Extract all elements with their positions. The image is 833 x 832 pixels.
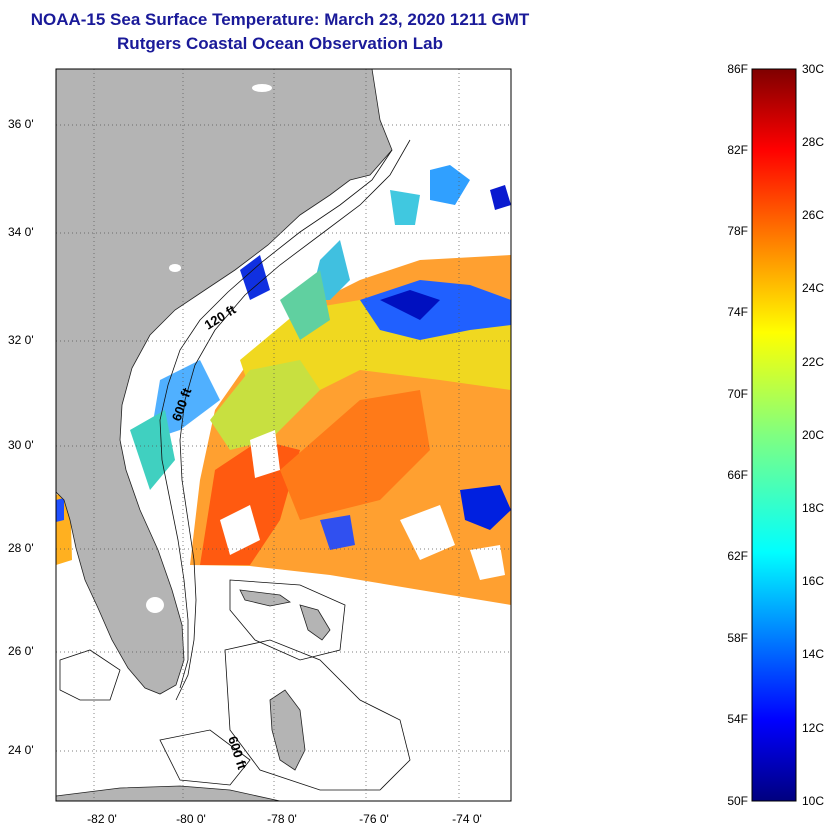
sst-swath — [56, 165, 511, 605]
colorbar-label-c: 14C — [802, 647, 825, 661]
lat-label: 26 0' — [8, 644, 34, 658]
isobath-florida-keys — [59, 649, 121, 701]
colorbar-label-f: 78F — [727, 224, 748, 238]
lon-label: -78 0' — [267, 812, 297, 826]
colorbar-label-f: 66F — [727, 468, 748, 482]
lat-label: 32 0' — [8, 333, 34, 347]
lake-okeechobee — [146, 597, 164, 613]
lake — [252, 84, 272, 92]
lat-label: 24 0' — [8, 743, 34, 757]
colorbar-label-f: 82F — [727, 143, 748, 157]
colorbar-label-f: 86F — [727, 62, 748, 76]
colorbar-label-f: 50F — [727, 794, 748, 808]
lat-label: 34 0' — [8, 225, 34, 239]
land-mass-bahamas-grand — [239, 589, 291, 607]
colorbar-label-f: 54F — [727, 712, 748, 726]
lon-label: -82 0' — [87, 812, 117, 826]
lon-label: -74 0' — [452, 812, 482, 826]
land-mass-bahamas-andros — [269, 689, 306, 771]
colorbar-label-c: 24C — [802, 281, 825, 295]
isobath-cuba-shelf — [159, 729, 251, 786]
colorbar-label-c: 26C — [802, 208, 825, 222]
colorbar-label-f: 58F — [727, 631, 748, 645]
colorbar — [751, 68, 797, 802]
land-mass-bahamas-abaco — [299, 604, 331, 641]
isobath-bahamas-south — [224, 639, 411, 791]
lon-label: -80 0' — [176, 812, 206, 826]
colorbar-label-c: 18C — [802, 501, 825, 515]
colorbar-label-f: 62F — [727, 549, 748, 563]
map-title: NOAA-15 Sea Surface Temperature: March 2… — [30, 10, 530, 29]
isobath-bahamas — [229, 579, 346, 661]
colorbar-label-c: 16C — [802, 574, 825, 588]
colorbar-label-f: 70F — [727, 387, 748, 401]
colorbar-label-c: 22C — [802, 355, 825, 369]
isobath-600ft — [175, 139, 411, 701]
map-subtitle: Rutgers Coastal Ocean Observation Lab — [117, 34, 443, 53]
lon-label: -76 0' — [359, 812, 389, 826]
colorbar-label-f: 74F — [727, 305, 748, 319]
colorbar-label-c: 30C — [802, 62, 825, 76]
map-frame — [55, 68, 512, 802]
land-mass-southeast-us — [56, 69, 393, 695]
isobath-120ft — [159, 149, 393, 689]
lat-label: 30 0' — [8, 438, 34, 452]
colorbar-label-c: 10C — [802, 794, 825, 808]
lat-label: 36 0' — [8, 117, 34, 131]
land-mass-cuba — [56, 785, 281, 801]
colorbar-label-c: 20C — [802, 428, 825, 442]
lat-label: 28 0' — [8, 541, 34, 555]
lake — [169, 264, 181, 272]
colorbar-label-c: 12C — [802, 721, 825, 735]
colorbar-label-c: 28C — [802, 135, 825, 149]
